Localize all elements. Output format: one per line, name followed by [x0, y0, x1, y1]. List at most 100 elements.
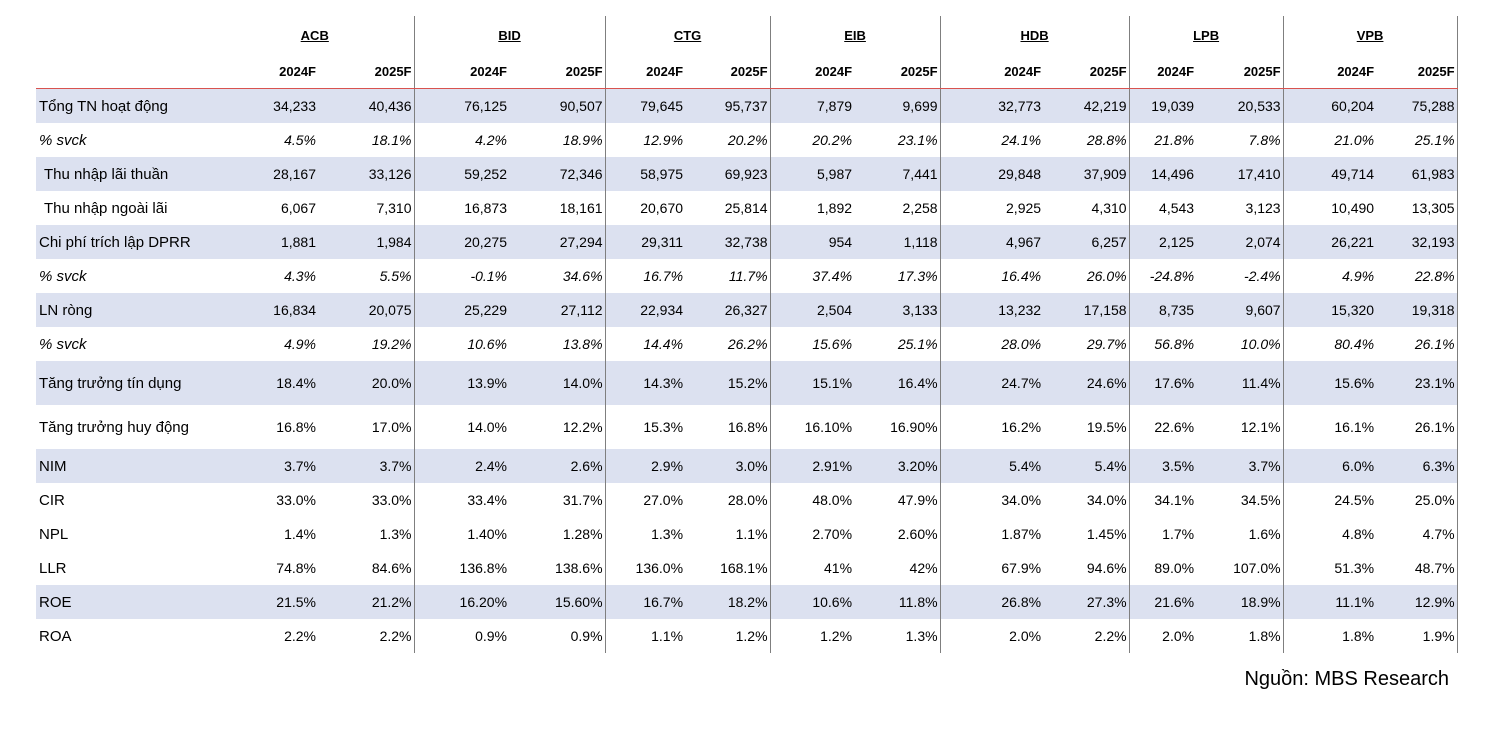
table-cell: 4.5%: [284, 132, 316, 148]
table-cell: 2.4%: [414, 449, 518, 483]
table-cell: 1.2%: [820, 628, 853, 644]
table-cell: 16,873: [464, 200, 508, 216]
table-cell: 2.70%: [812, 526, 853, 542]
table-cell: 16.4%: [862, 361, 941, 405]
table-cell: 19.5%: [1051, 405, 1130, 449]
table-cell: 18.9%: [517, 123, 606, 157]
table-cell: 25,814: [693, 191, 771, 225]
table-cell: 1.87%: [1001, 526, 1042, 542]
table-cell: 20,533: [1204, 88, 1284, 123]
table-cell: 3.20%: [862, 449, 941, 483]
table-cell: 17,158: [1051, 293, 1130, 327]
table-cell: 95,737: [693, 88, 771, 123]
table-cell: -24.8%: [1149, 268, 1195, 284]
table-cell: 2.0%: [1162, 628, 1195, 644]
table-cell: 10.6%: [770, 585, 863, 619]
table-cell: 2.2%: [1051, 619, 1130, 653]
row-label: ROE: [36, 585, 216, 619]
table-cell: 2,074: [1204, 225, 1284, 259]
table-cell: 26,327: [693, 293, 771, 327]
table-cell: 13,305: [1384, 191, 1458, 225]
table-cell: 34.1%: [1154, 492, 1195, 508]
table-cell: 2,125: [1129, 225, 1205, 259]
table-cell: 23.1%: [1384, 361, 1458, 405]
table-cell: 49,714: [1283, 157, 1385, 191]
table-cell: 25,229: [414, 293, 518, 327]
bank-header-row: ACB BID CTG EIB HDB LPB VPB: [36, 16, 1458, 54]
table-cell: 3.5%: [1129, 449, 1205, 483]
table-cell: 6,067: [280, 200, 316, 216]
year-header: 2025F: [326, 54, 415, 89]
table-cell: 1.6%: [1204, 517, 1284, 551]
row-label: % svck: [39, 335, 87, 353]
table-cell: 2.6%: [517, 449, 606, 483]
table-cell: 17.0%: [326, 405, 415, 449]
table-cell: -0.1%: [470, 268, 508, 284]
table-cell: 34.6%: [517, 259, 606, 293]
table-cell: 34,233: [216, 88, 326, 123]
table-cell: 1.8%: [1342, 628, 1375, 644]
table-cell: 80.4%: [1334, 336, 1375, 352]
table-cell: 16.7%: [643, 268, 684, 284]
table-cell: 10.6%: [467, 336, 508, 352]
table-cell: -2.4%: [1204, 259, 1284, 293]
year-header: 2024F: [605, 54, 694, 89]
table-cell: 84.6%: [326, 551, 415, 585]
table-row: % svck 4.9% 19.2% 10.6% 13.8% 14.4% 26.2% 15.6%…: [36, 327, 1458, 361]
table-cell: 1.1%: [693, 517, 771, 551]
table-cell: 1,881: [216, 225, 326, 259]
table-cell: 1.40%: [467, 526, 508, 542]
table-row: % svck 4.5% 18.1% 4.2% 18.9% 12.9% 20.2% 20.2% 2…: [36, 123, 1458, 157]
table-cell: 40,436: [326, 88, 415, 123]
table-cell: 42%: [862, 551, 941, 585]
table-cell: 12.1%: [1204, 405, 1284, 449]
table-cell: 21.8%: [1154, 132, 1195, 148]
table-cell: 16.20%: [414, 585, 518, 619]
year-header-row: 2024F 2025F 2024F 2025F 2024F 2025F 2024F 2025F…: [36, 54, 1458, 89]
table-cell: 0.9%: [475, 628, 508, 644]
row-label: ROA: [39, 627, 72, 645]
year-header: 2025F: [693, 54, 771, 89]
table-cell: 107.0%: [1204, 551, 1284, 585]
table-cell: 13.9%: [414, 361, 518, 405]
table-cell: 20.2%: [693, 123, 771, 157]
row-label: Thu nhập lãi thuần: [36, 157, 216, 191]
table-cell: 12.9%: [1384, 585, 1458, 619]
table-cell: 1.3%: [862, 619, 941, 653]
table-cell: 7,879: [770, 88, 863, 123]
bank-header-vpb: VPB: [1283, 16, 1458, 54]
table-cell: 4,543: [1159, 200, 1195, 216]
table-cell: 6,257: [1051, 225, 1130, 259]
table-cell: 11.4%: [1204, 361, 1284, 405]
table-cell: 14.4%: [643, 336, 684, 352]
table-cell: 14,496: [1129, 157, 1205, 191]
table-cell: 11.8%: [862, 585, 941, 619]
bank-header-eib: EIB: [770, 16, 941, 54]
table-cell: 9,607: [1204, 293, 1284, 327]
table-cell: 67.9%: [1001, 560, 1042, 576]
table-cell: 19,318: [1384, 293, 1458, 327]
table-cell: 61,983: [1384, 157, 1458, 191]
year-header: 2025F: [862, 54, 941, 89]
table-cell: 19.2%: [326, 327, 415, 361]
table-cell: 954: [770, 225, 863, 259]
table-cell: 12.2%: [517, 405, 606, 449]
table-cell: 1.45%: [1051, 517, 1130, 551]
table-cell: 8,735: [1129, 293, 1205, 327]
table-cell: 26.2%: [693, 327, 771, 361]
table-cell: 56.8%: [1154, 336, 1195, 352]
table-cell: 2,504: [770, 293, 863, 327]
table-cell: 18,161: [517, 191, 606, 225]
table-cell: 32,193: [1384, 225, 1458, 259]
table-cell: 14.3%: [605, 361, 694, 405]
table-cell: 33.0%: [276, 492, 316, 508]
table-cell: 31.7%: [517, 483, 606, 517]
table-cell: 23.1%: [862, 123, 941, 157]
table-cell: 25.1%: [862, 327, 941, 361]
table-cell: 29,311: [605, 225, 694, 259]
table-cell: 1.4%: [284, 526, 316, 542]
table-cell: 75,288: [1384, 88, 1458, 123]
row-label: Tăng trưởng tín dụng: [36, 361, 216, 405]
row-label: % svck: [39, 131, 87, 149]
table-cell: 3,123: [1204, 191, 1284, 225]
